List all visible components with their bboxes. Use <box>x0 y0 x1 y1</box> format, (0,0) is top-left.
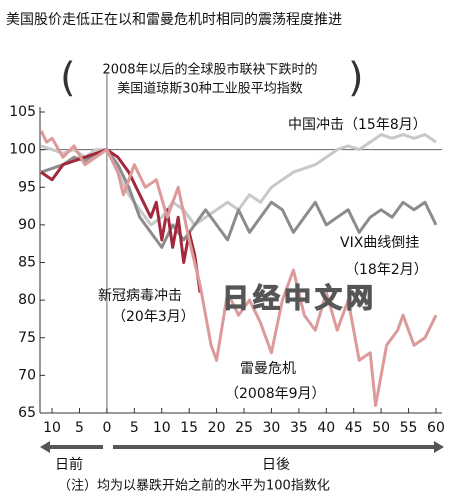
y-tick-label: 85 <box>18 255 36 271</box>
watermark: 日经中文网 <box>222 283 377 315</box>
series-line <box>39 130 438 407</box>
x-tick-label: 25 <box>235 420 253 436</box>
y-tick-label: 95 <box>18 179 36 195</box>
x-tick-label: 20 <box>208 420 226 436</box>
x-tick-label: 40 <box>317 420 335 436</box>
y-tick-label: 70 <box>18 367 36 383</box>
subtitle: 美国道琼斯30种工业股平均指数 <box>117 82 303 97</box>
x-tick-label: 55 <box>400 420 418 436</box>
x-tick-label: 30 <box>263 420 281 436</box>
annotation: （18年2月） <box>345 262 428 278</box>
annotation: 中国冲击（15年8月） <box>288 117 427 133</box>
x-tick-label: 5 <box>75 420 84 436</box>
bracket: ) <box>348 55 364 101</box>
bracket: ( <box>60 55 76 101</box>
y-tick-label: 105 <box>9 104 36 120</box>
annotation: VIX曲线倒挂 <box>340 235 419 251</box>
x-direction-arrows <box>40 441 444 453</box>
x-tick-label: 45 <box>345 420 363 436</box>
x-tick-label: 5 <box>130 420 139 436</box>
x-tick-label: 50 <box>372 420 390 436</box>
x-direction-label: 日前 <box>55 456 83 473</box>
y-tick-label: 100 <box>9 142 36 158</box>
x-tick-label: 0 <box>102 420 111 436</box>
x-direction-label: 日後 <box>262 457 290 473</box>
x-tick-label: 35 <box>290 420 308 436</box>
annotation: 雷曼危机 <box>240 361 296 377</box>
chart-title: 美国股价走低正在以和雷曼危机时相同的震荡程度推进 <box>6 12 342 28</box>
x-tick-label: 60 <box>427 420 445 436</box>
series-line <box>40 148 438 249</box>
subtitle: 2008年以后的全球股市联袂下跌时的 <box>102 62 317 78</box>
y-tick-label: 75 <box>18 330 36 346</box>
annotation: 新冠病毒冲击 <box>98 288 182 304</box>
series-line <box>40 148 202 293</box>
annotation: （20年3月） <box>112 309 195 325</box>
note: （注）均为以暴跌开始之前的水平为100指数化 <box>58 478 330 494</box>
y-tick-label: 65 <box>18 405 36 421</box>
y-tick-label: 90 <box>18 217 36 233</box>
x-tick-label: 10 <box>153 420 171 436</box>
annotation: （2008年9月） <box>225 386 326 402</box>
x-tick-label: 10 <box>43 420 61 436</box>
y-tick-label: 80 <box>18 292 36 308</box>
x-tick-label: 15 <box>180 420 198 436</box>
